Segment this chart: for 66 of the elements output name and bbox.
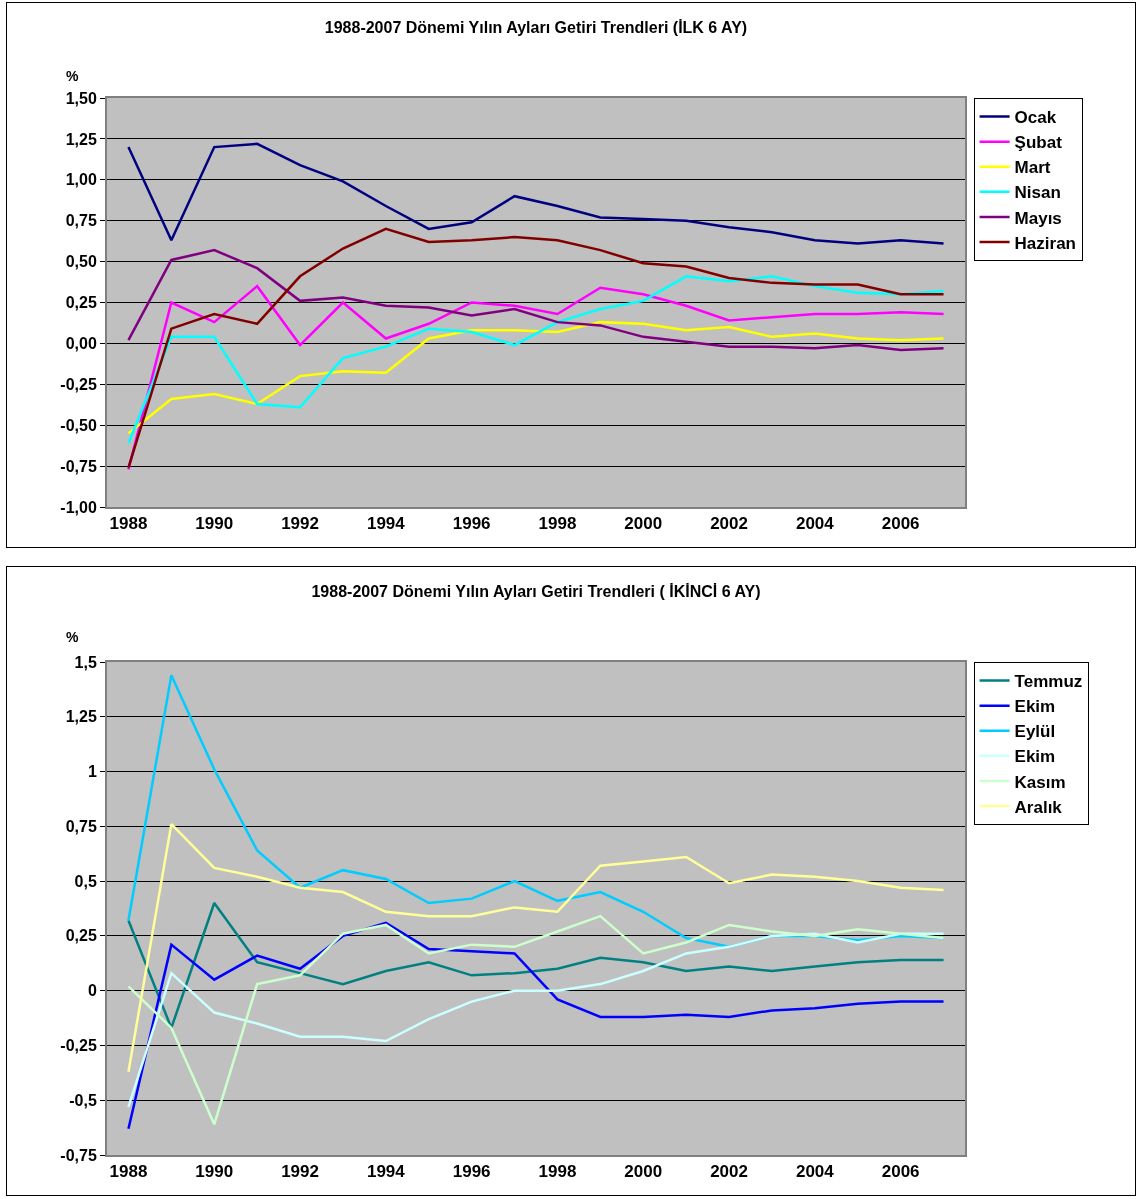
y-tick-label: -0,25 xyxy=(60,1037,97,1055)
y-tick-label: 0 xyxy=(87,982,97,1000)
x-tick-label: 2004 xyxy=(795,1162,835,1182)
y-tick-label: 0,75 xyxy=(65,212,97,230)
x-tick-label: 2006 xyxy=(881,1162,920,1182)
chart-title: 1988-2007 Dönemi Yılın Ayları Getiri Trendleri ( İKİNCİ 6 AY) xyxy=(311,583,761,601)
y-tick-label: 1,5 xyxy=(74,653,97,671)
x-tick-label: 1994 xyxy=(366,1162,406,1182)
line-series xyxy=(127,284,945,471)
y-tick-label: 1,00 xyxy=(65,171,97,189)
x-tick-label: 1988 xyxy=(109,514,148,534)
x-tick-label: 2002 xyxy=(710,514,748,534)
line-series xyxy=(127,932,945,1109)
legend-label: Nisan xyxy=(1014,183,1061,203)
x-tick-label: 2004 xyxy=(795,514,835,534)
y-tick-label: -0,75 xyxy=(60,457,97,475)
y-tick-label: 0,25 xyxy=(65,294,97,312)
legend-label: Ekim xyxy=(1014,747,1056,767)
x-tick-label: 1992 xyxy=(281,1162,319,1182)
x-tick-label: 1998 xyxy=(538,1162,577,1182)
y-tick-label: -0,75 xyxy=(60,1146,97,1164)
legend-label: Eylül xyxy=(1014,722,1056,742)
x-tick-label: 2000 xyxy=(624,514,663,534)
line-series xyxy=(127,142,945,245)
legend-label: Mayıs xyxy=(1014,208,1062,228)
line-series xyxy=(127,227,945,469)
y-tick-label: -0,5 xyxy=(69,1091,97,1109)
x-tick-label: 2002 xyxy=(710,1162,748,1182)
x-tick-label: 1988 xyxy=(109,1162,148,1182)
legend-label: Şubat xyxy=(1014,133,1063,153)
x-tick-label: 1996 xyxy=(452,514,491,534)
line-series xyxy=(127,275,945,445)
legend-label: Aralık xyxy=(1014,797,1063,817)
x-tick-label: 2000 xyxy=(624,1162,663,1182)
y-tick-label: 0,25 xyxy=(65,927,97,945)
legend-label: Ekim xyxy=(1014,697,1056,717)
y-tick-label: 1 xyxy=(87,763,97,781)
y-tick-label: -0,25 xyxy=(60,375,97,393)
legend-label: Kasım xyxy=(1014,772,1066,792)
x-tick-label: 1996 xyxy=(452,1162,491,1182)
y-axis-title: % xyxy=(66,68,79,84)
legend-label: Ocak xyxy=(1014,108,1057,128)
x-tick-label: 1990 xyxy=(195,514,234,534)
line-series xyxy=(127,901,945,1030)
x-tick-label: 1992 xyxy=(281,514,319,534)
y-tick-label: 0,75 xyxy=(65,817,97,835)
line-series xyxy=(127,320,945,435)
y-tick-label: 1,25 xyxy=(65,708,97,726)
y-tick-label: -1,00 xyxy=(60,498,97,516)
x-tick-label: 1990 xyxy=(195,1162,234,1182)
y-tick-label: -0,50 xyxy=(60,416,97,434)
x-tick-label: 1998 xyxy=(538,514,577,534)
y-tick-label: 0,00 xyxy=(65,335,97,352)
legend-label: Haziran xyxy=(1014,233,1076,253)
legend-label: Mart xyxy=(1014,158,1051,178)
line-series xyxy=(127,822,945,1073)
y-tick-label: 0,5 xyxy=(74,872,97,890)
y-tick-label: 0,50 xyxy=(65,253,97,271)
x-tick-label: 1994 xyxy=(366,514,406,534)
legend-label: Temmuz xyxy=(1014,672,1083,692)
chart-title: 1988-2007 Dönemi Yılın Ayları Getiri Trendleri (İLK 6 AY) xyxy=(324,19,748,37)
y-tick-label: 1,25 xyxy=(65,130,97,148)
y-axis-title: % xyxy=(66,629,79,645)
x-tick-label: 2006 xyxy=(881,514,920,534)
y-tick-label: 1,50 xyxy=(65,89,97,107)
line-series xyxy=(127,248,945,352)
